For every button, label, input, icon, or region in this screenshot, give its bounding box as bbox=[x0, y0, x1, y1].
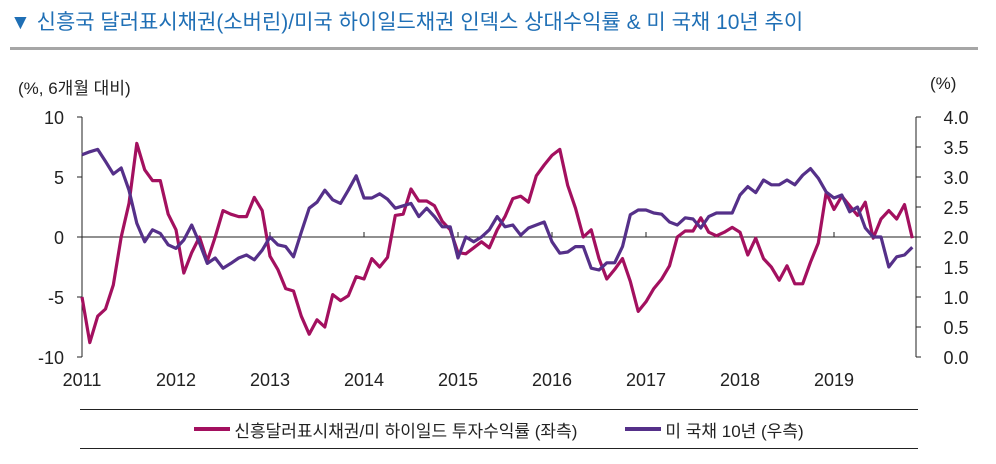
x-axis-tick-label: 2015 bbox=[438, 370, 478, 390]
left-axis-tick-label: 5 bbox=[54, 168, 64, 188]
right-axis-tick-label: 2.5 bbox=[943, 198, 968, 218]
right-axis-tick-label: 0.0 bbox=[943, 348, 968, 368]
legend: 신흥달러표시채권/미 하이일드 투자수익률 (좌측) 미 국채 10년 (우측) bbox=[80, 409, 918, 449]
left-axis-tick-label: 10 bbox=[44, 108, 64, 128]
right-axis-tick-label: 1.0 bbox=[943, 288, 968, 308]
right-axis-tick-label: 3.5 bbox=[943, 138, 968, 158]
legend-label: 미 국채 10년 (우측) bbox=[665, 421, 804, 441]
legend-swatch bbox=[194, 427, 231, 431]
series-points-1 bbox=[81, 149, 913, 271]
x-axis-tick-label: 2014 bbox=[344, 370, 384, 390]
left-axis-unit: (%, 6개월 대비) bbox=[18, 79, 131, 98]
right-axis-tick-label: 4.0 bbox=[943, 108, 968, 128]
right-axis-tick-label: 1.5 bbox=[943, 258, 968, 278]
series-points-0 bbox=[81, 143, 913, 343]
x-axis-tick-label: 2012 bbox=[156, 370, 196, 390]
x-axis-tick-label: 2013 bbox=[250, 370, 290, 390]
x-axis-tick-label: 2018 bbox=[720, 370, 760, 390]
x-axis-tick-label: 2011 bbox=[63, 370, 102, 390]
right-axis-tick-label: 3.0 bbox=[943, 168, 968, 188]
left-axis-tick-label: -5 bbox=[48, 288, 64, 308]
legend-item-right-series: 미 국채 10년 (우측) bbox=[625, 417, 804, 442]
x-axis-tick-label: 2019 bbox=[814, 370, 854, 390]
chart-title: ▼ 신흥국 달러표시채권(소버린)/미국 하이일드채권 인덱스 상대수익률 & … bbox=[10, 11, 804, 34]
right-axis-tick-label: 0.5 bbox=[943, 318, 968, 338]
series-line-em-relative-return bbox=[80, 141, 914, 345]
right-axis-unit: (%) bbox=[930, 74, 957, 93]
legend-label: 신흥달러표시채권/미 하이일드 투자수익률 (좌측) bbox=[234, 421, 578, 441]
legend-item-left-series: 신흥달러표시채권/미 하이일드 투자수익률 (좌측) bbox=[194, 417, 577, 442]
x-axis-tick-label: 2017 bbox=[626, 370, 666, 390]
series-line-us-10y-treasury bbox=[81, 147, 914, 272]
legend-swatch bbox=[625, 427, 662, 431]
title-divider bbox=[10, 47, 978, 50]
left-axis-tick-label: 0 bbox=[54, 228, 64, 248]
x-axis-tick-label: 2016 bbox=[532, 370, 572, 390]
right-axis-tick-label: 2.0 bbox=[943, 228, 968, 248]
left-axis-tick-label: -10 bbox=[38, 348, 64, 368]
